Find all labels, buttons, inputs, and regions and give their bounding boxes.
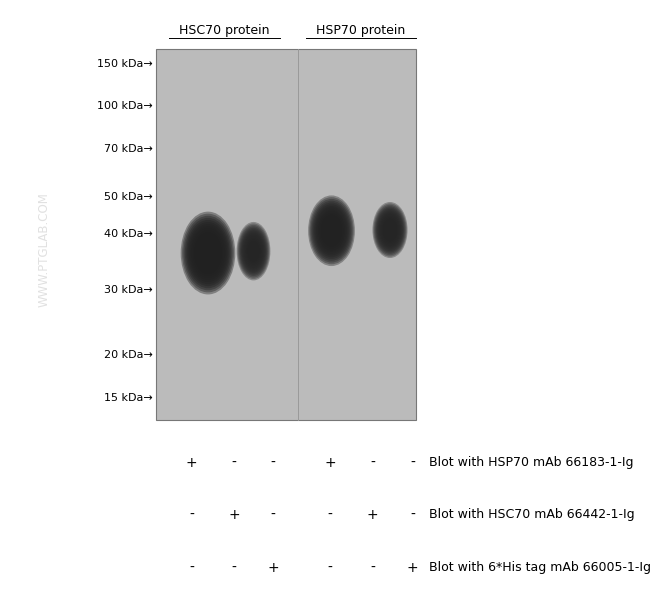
Text: +: + (186, 456, 198, 470)
Text: -: - (270, 456, 276, 470)
Text: -: - (231, 561, 237, 574)
Text: 50 kDa→: 50 kDa→ (104, 192, 153, 202)
Ellipse shape (376, 208, 404, 252)
Text: -: - (328, 561, 333, 574)
Ellipse shape (318, 211, 344, 250)
Ellipse shape (240, 229, 266, 273)
Text: 150 kDa→: 150 kDa→ (97, 58, 153, 69)
Text: -: - (410, 456, 415, 470)
Text: 100 kDa→: 100 kDa→ (97, 101, 153, 111)
Ellipse shape (237, 222, 270, 280)
Text: WWW.PTGLAB.COM: WWW.PTGLAB.COM (38, 192, 51, 307)
Text: -: - (231, 456, 237, 470)
Ellipse shape (237, 224, 270, 279)
Ellipse shape (185, 218, 231, 288)
Text: -: - (370, 561, 375, 574)
Ellipse shape (313, 202, 350, 259)
Text: +: + (267, 561, 279, 574)
Ellipse shape (320, 213, 343, 248)
Ellipse shape (315, 206, 348, 256)
Ellipse shape (192, 228, 224, 278)
Text: -: - (189, 508, 194, 521)
Ellipse shape (377, 209, 403, 251)
Ellipse shape (381, 216, 398, 244)
Ellipse shape (242, 232, 265, 270)
Ellipse shape (245, 236, 262, 266)
Text: -: - (410, 508, 415, 521)
Text: Blot with 6*His tag mAb 66005-1-Ig: Blot with 6*His tag mAb 66005-1-Ig (429, 561, 650, 574)
Ellipse shape (311, 201, 352, 261)
Text: 15 kDa→: 15 kDa→ (104, 393, 153, 403)
Text: Blot with HSP70 mAb 66183-1-Ig: Blot with HSP70 mAb 66183-1-Ig (429, 456, 634, 470)
Ellipse shape (314, 204, 349, 257)
Ellipse shape (239, 225, 268, 278)
Text: Blot with HSC70 mAb 66442-1-Ig: Blot with HSC70 mAb 66442-1-Ig (429, 508, 634, 521)
Text: 70 kDa→: 70 kDa→ (104, 144, 153, 154)
Ellipse shape (243, 234, 264, 269)
Ellipse shape (372, 202, 408, 258)
Ellipse shape (181, 211, 235, 295)
Ellipse shape (378, 212, 402, 248)
Ellipse shape (190, 226, 226, 280)
Ellipse shape (244, 235, 263, 267)
Text: +: + (228, 508, 240, 521)
Text: 40 kDa→: 40 kDa→ (104, 230, 153, 239)
Text: -: - (270, 508, 276, 521)
Ellipse shape (373, 203, 407, 256)
Ellipse shape (317, 209, 346, 252)
Ellipse shape (242, 231, 265, 272)
Ellipse shape (187, 222, 229, 284)
Ellipse shape (380, 213, 400, 247)
Ellipse shape (193, 230, 223, 276)
Ellipse shape (240, 228, 267, 275)
Text: -: - (189, 561, 194, 574)
Ellipse shape (374, 205, 406, 255)
Text: -: - (370, 456, 375, 470)
Text: HSP70 protein: HSP70 protein (316, 24, 406, 37)
Text: 20 kDa→: 20 kDa→ (104, 350, 153, 360)
Ellipse shape (196, 234, 220, 272)
Text: +: + (324, 456, 336, 470)
Text: +: + (367, 508, 378, 521)
Bar (156, 49, 416, 420)
Ellipse shape (239, 227, 268, 276)
Ellipse shape (308, 195, 355, 266)
Text: HSC70 protein: HSC70 protein (179, 24, 270, 37)
Ellipse shape (186, 220, 230, 286)
Ellipse shape (183, 216, 233, 290)
Text: -: - (328, 508, 333, 521)
Ellipse shape (311, 199, 352, 262)
Ellipse shape (317, 208, 346, 254)
Ellipse shape (194, 232, 222, 274)
Ellipse shape (378, 210, 402, 250)
Ellipse shape (189, 224, 227, 282)
Text: 30 kDa→: 30 kDa→ (104, 285, 153, 295)
Ellipse shape (375, 206, 405, 254)
Ellipse shape (380, 214, 400, 245)
Ellipse shape (309, 197, 354, 264)
Text: +: + (407, 561, 419, 574)
Ellipse shape (182, 214, 234, 292)
